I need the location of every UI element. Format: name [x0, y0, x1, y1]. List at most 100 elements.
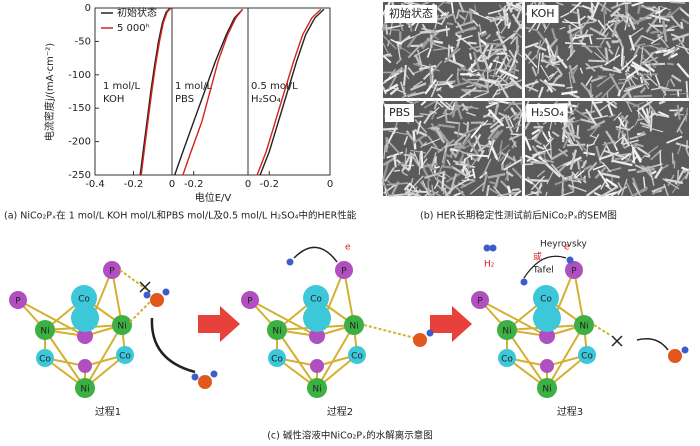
atom	[540, 359, 554, 373]
sem-fiber	[598, 142, 609, 160]
sem-fiber	[586, 143, 589, 157]
sem-fiber	[559, 26, 566, 30]
sem-fiber	[462, 12, 469, 26]
hydrogen	[566, 256, 574, 264]
sem-fiber	[632, 186, 649, 198]
sem-fiber	[407, 42, 423, 59]
sem-fiber	[614, 30, 625, 49]
sem-fiber	[648, 105, 651, 114]
sem-fiber	[567, 103, 579, 108]
sem-fiber	[669, 15, 683, 29]
sem-fiber	[512, 155, 517, 164]
sem-fiber	[446, 22, 454, 26]
sem-fiber	[549, 38, 559, 48]
sem-fiber	[607, 104, 614, 117]
sem-fiber	[641, 125, 664, 133]
sem-fiber	[650, 13, 670, 22]
sem-fiber	[489, 16, 503, 23]
sem-fiber	[651, 187, 664, 195]
sem-fiber	[528, 53, 539, 64]
sem-fiber	[497, 12, 506, 22]
sem-fiber	[387, 75, 398, 91]
sem-fiber	[605, 130, 617, 147]
panel-label: 1 mol/L	[175, 81, 213, 92]
sem-fiber	[603, 9, 606, 31]
h-bond	[119, 269, 151, 293]
y-tick-label: -50	[75, 36, 91, 47]
sem-fiber	[405, 186, 411, 197]
atom	[574, 315, 594, 335]
sem-label-bg	[527, 104, 568, 122]
sem-fiber	[644, 49, 660, 66]
curve	[139, 7, 171, 176]
sem-fiber	[499, 1, 512, 11]
sem-fiber	[485, 184, 490, 197]
sem-fiber	[589, 26, 608, 38]
sem-fiber	[625, 61, 630, 73]
sem-fiber	[501, 153, 509, 165]
sem-fiber	[426, 162, 438, 182]
sem-fiber	[641, 56, 657, 69]
sem-fiber	[676, 90, 680, 97]
curve	[140, 7, 172, 176]
atom	[348, 346, 366, 364]
sem-fiber	[595, 46, 610, 64]
sem-fiber	[445, 101, 454, 109]
sem-fiber	[423, 185, 441, 197]
sem-fiber	[503, 158, 522, 171]
sem-fiber	[410, 149, 426, 154]
sem-fiber	[461, 132, 471, 145]
y-axis-label: 电流密度j/(mA·cm⁻²)	[43, 43, 56, 141]
sem-fiber	[624, 83, 646, 90]
sem-fiber	[463, 141, 476, 149]
sem-fiber	[601, 185, 619, 197]
sem-fiber	[482, 119, 489, 127]
sem-fiber	[509, 76, 523, 90]
sem-fiber	[445, 81, 454, 89]
sem-fiber	[428, 165, 437, 171]
atom	[36, 349, 54, 367]
sem-fiber	[590, 1, 600, 21]
sem-fiber	[474, 4, 477, 13]
sem-fiber	[426, 37, 436, 45]
sem-fiber	[587, 124, 601, 132]
sem-fiber	[591, 100, 603, 118]
sem-fiber	[403, 136, 409, 146]
sem-fiber	[442, 186, 448, 195]
sem-fiber	[642, 176, 646, 189]
sem-fiber	[438, 129, 451, 146]
sem-fiber	[382, 42, 390, 56]
sem-fiber	[606, 100, 618, 109]
panel-label: PBS	[175, 94, 194, 105]
sem-fiber	[424, 170, 446, 179]
atom	[78, 359, 92, 373]
sem-image: H₂SO₄	[524, 99, 690, 198]
sem-fiber	[654, 7, 667, 15]
sem-fiber	[383, 144, 386, 159]
sem-fiber	[515, 36, 519, 53]
sem-fiber	[596, 1, 612, 13]
sem-fiber	[404, 148, 407, 170]
sem-fiber	[676, 62, 690, 78]
sem-fiber	[654, 74, 661, 86]
sem-fiber	[569, 33, 574, 54]
sem-fiber	[504, 116, 514, 134]
sem-fiber	[608, 114, 616, 118]
sem-fiber	[440, 11, 447, 17]
sem-fiber	[395, 41, 403, 45]
sem-fiber	[635, 131, 645, 139]
sem-fiber	[469, 53, 473, 60]
sem-fiber	[667, 62, 674, 66]
sem-fiber	[490, 130, 500, 141]
sem-fiber	[587, 171, 591, 179]
sem-fiber	[646, 165, 652, 176]
sem-fiber	[494, 129, 504, 140]
sem-fiber	[566, 86, 574, 89]
sem-fiber	[551, 28, 557, 40]
sem-fiber	[618, 153, 630, 161]
annotation: e	[345, 243, 351, 253]
sem-fiber	[670, 52, 679, 59]
sem-fiber	[492, 57, 500, 78]
sem-fiber	[593, 191, 602, 197]
sem-fiber	[611, 15, 620, 38]
